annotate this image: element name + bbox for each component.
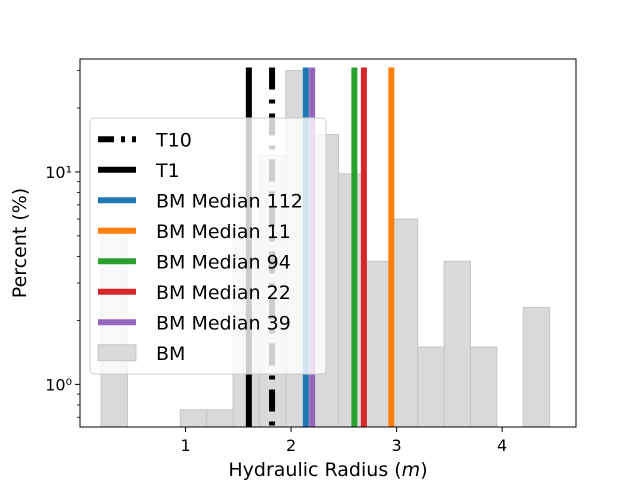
histogram-bar xyxy=(443,260,471,428)
histogram-bar xyxy=(364,260,392,428)
x-axis-ticks: 1 2 3 4 xyxy=(180,427,507,455)
histogram-bar xyxy=(179,409,208,428)
y-axis-label: Percent (%) xyxy=(9,188,31,298)
legend-label: BM Median 112 xyxy=(156,190,303,212)
legend: T10 T1 BM Median 112 BM Median 11 BM Median … xyxy=(89,117,327,375)
histogram-bar xyxy=(522,307,551,428)
x-tick-label: 3 xyxy=(392,436,402,455)
legend-label: BM xyxy=(156,343,185,365)
legend-label: T1 xyxy=(155,160,180,182)
histogram-bar xyxy=(417,346,445,428)
legend-swatch xyxy=(97,344,137,362)
legend-label: BM Median 39 xyxy=(156,312,291,334)
histogram-bar xyxy=(469,346,498,428)
histogram-bar xyxy=(206,409,234,428)
y-tick-label: 10⁰ xyxy=(45,375,72,394)
legend-label: T10 xyxy=(155,129,192,151)
y-axis-ticks: 10⁰ 10¹ xyxy=(45,70,80,418)
legend-box xyxy=(89,117,327,375)
legend-label: BM Median 94 xyxy=(156,251,291,273)
x-tick-label: 2 xyxy=(286,436,296,455)
x-axis-label: Hydraulic Radius (m) xyxy=(228,459,427,480)
y-tick-label: 10¹ xyxy=(45,163,72,182)
x-tick-label: 4 xyxy=(497,436,507,455)
x-tick-label: 1 xyxy=(180,436,190,455)
histogram-bar xyxy=(390,218,419,428)
plot-frame xyxy=(79,58,577,428)
legend-label: BM Median 22 xyxy=(156,282,291,304)
legend-label: BM Median 11 xyxy=(156,221,291,243)
